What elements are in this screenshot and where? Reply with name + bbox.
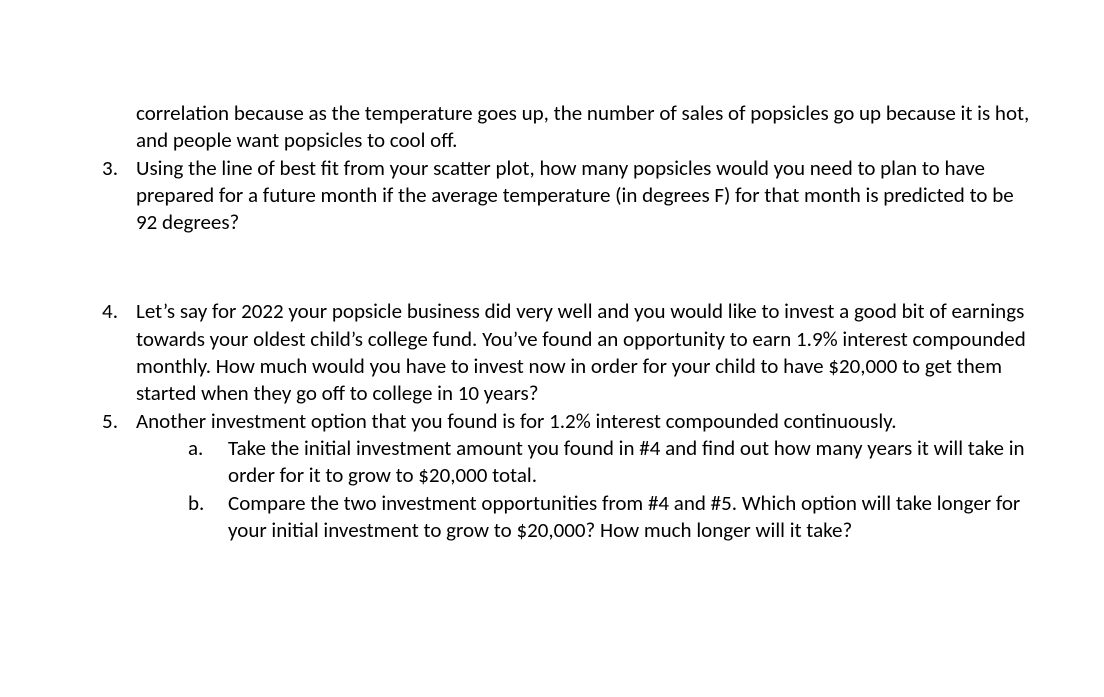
question-5-body: Another investment option that you found…	[136, 408, 1032, 544]
question-5: 5. Another investment option that you fo…	[72, 408, 1032, 544]
sub-marker: a.	[182, 435, 228, 462]
continuation-paragraph: x. correlation because as the temperatur…	[72, 100, 1032, 155]
question-5b: b. Compare the two investment opportunit…	[182, 490, 1032, 545]
question-4-text: Let’s say for 2022 your popsicle busines…	[136, 298, 1032, 407]
question-5-sublist: a. Take the initial investment amount yo…	[136, 435, 1032, 544]
document-page: x. correlation because as the temperatur…	[0, 0, 1104, 584]
spacing-gap	[72, 236, 1032, 298]
question-5a-text: Take the initial investment amount you f…	[228, 435, 1032, 490]
continuation-text: correlation because as the temperature g…	[136, 100, 1032, 155]
question-5b-text: Compare the two investment opportunities…	[228, 490, 1032, 545]
sub-marker: b.	[182, 490, 228, 517]
question-5a: a. Take the initial investment amount yo…	[182, 435, 1032, 490]
question-4: 4. Let’s say for 2022 your popsicle busi…	[72, 298, 1032, 407]
list-marker: 3.	[72, 155, 136, 182]
question-3-text: Using the line of best fit from your sca…	[136, 155, 1032, 237]
question-5-text: Another investment option that you found…	[136, 408, 1032, 435]
list-marker: 4.	[72, 298, 136, 325]
question-3: 3. Using the line of best fit from your …	[72, 155, 1032, 237]
list-marker: 5.	[72, 408, 136, 435]
